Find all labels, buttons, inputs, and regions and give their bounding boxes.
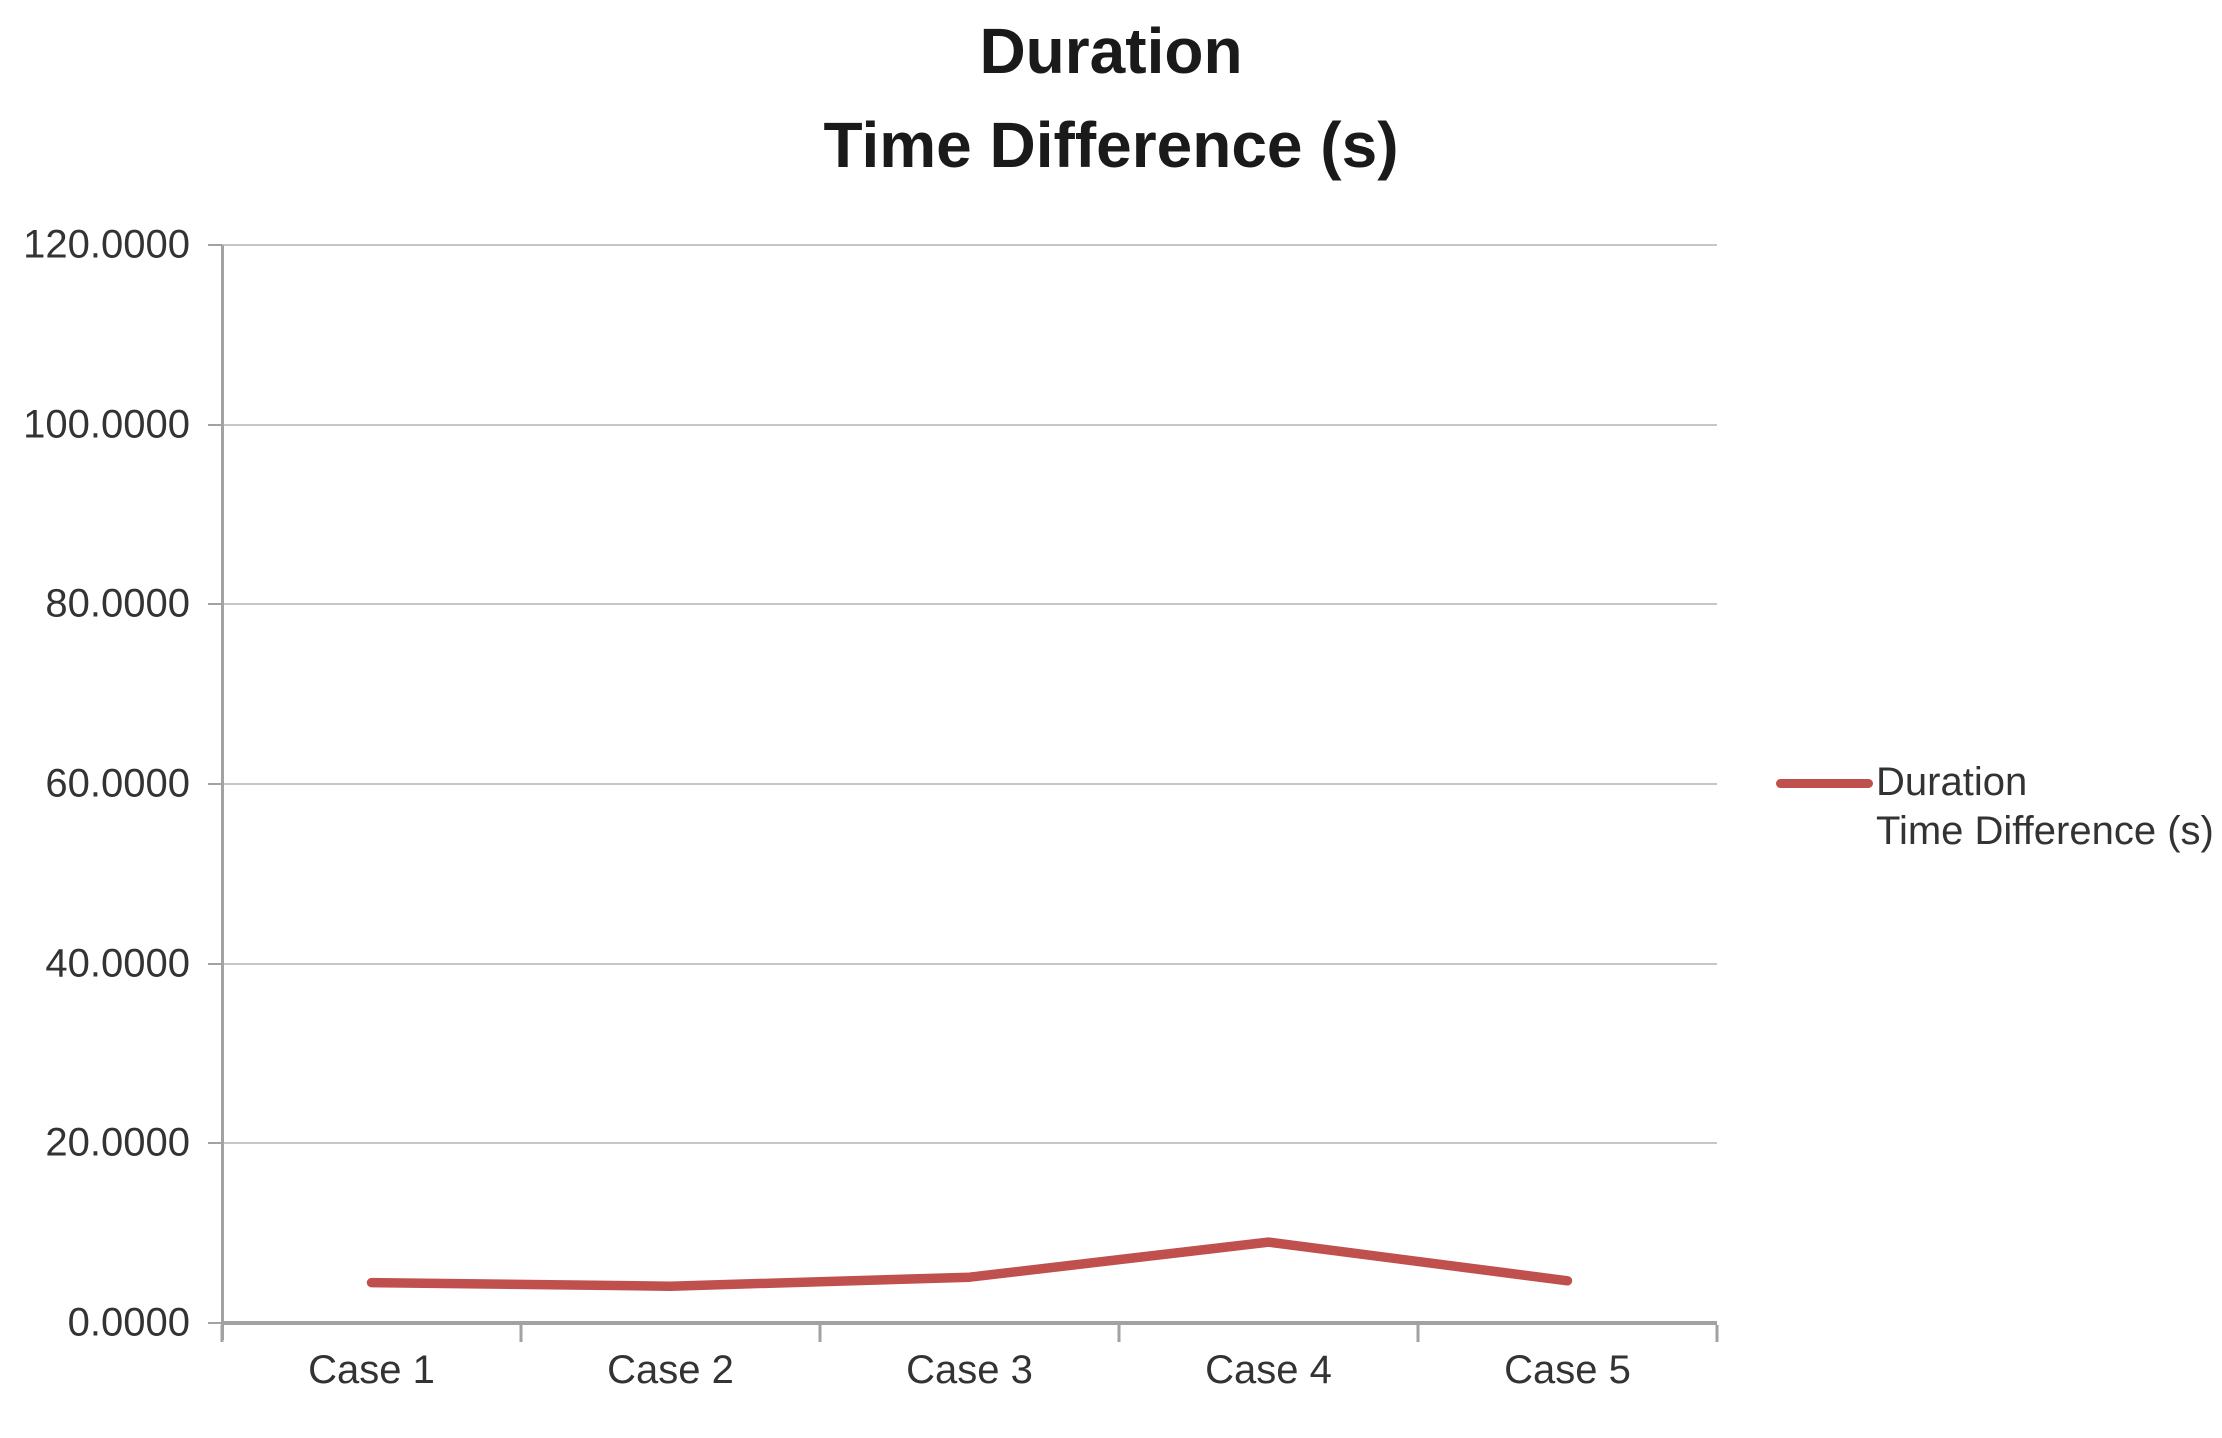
x-tick-4 [1416,1325,1420,1342]
x-axis-label-2: Case 2 [607,1348,734,1392]
legend-label-line-2: Time Difference (s) [1876,809,2214,853]
gridline-y-120 [222,244,1717,246]
gridline-y-100 [222,423,1717,426]
y-tick-100 [208,423,222,426]
duration-series-line [366,1237,1573,1291]
legend-line-marker-icon [1776,779,1873,788]
y-tick-0 [208,1322,222,1324]
gridline-y-20 [222,1142,1717,1145]
y-axis-label-60: 60.0000 [45,761,190,806]
gridline-y-80 [222,603,1717,606]
x-tick-3 [1117,1325,1121,1342]
x-tick-2 [818,1325,822,1342]
y-axis-label-100: 100.0000 [23,402,190,447]
y-tick-60 [208,783,222,785]
chart-title: Duration Time Difference (s) [0,4,2222,192]
chart-title-line-2: Time Difference (s) [823,109,1399,181]
chart-title-line-1: Duration [979,15,1243,87]
y-axis-line [221,245,224,1340]
y-tick-20 [208,1142,222,1145]
y-axis-label-20: 20.0000 [45,1120,190,1165]
y-tick-120 [208,244,222,246]
y-axis-label-80: 80.0000 [45,581,190,626]
y-axis-tick-labels: 120.0000 100.0000 80.0000 60.0000 40.0000 20.… [0,223,196,1345]
x-axis-line [222,1321,1717,1325]
data-line-svg [366,1237,1573,1291]
legend-label: Duration Time Difference (s) [1876,758,2214,856]
y-tick-80 [208,603,222,606]
gridline-y-60 [222,783,1717,785]
x-tick-5 [1715,1325,1719,1342]
y-tick-40 [208,962,222,965]
x-axis-label-3: Case 3 [906,1348,1033,1392]
x-axis-label-4: Case 4 [1205,1348,1332,1392]
x-axis-label-5: Case 5 [1504,1348,1631,1392]
y-axis-label-40: 40.0000 [45,941,190,986]
legend: Duration Time Difference (s) [1776,758,2214,856]
plot-area [208,244,1719,1342]
x-axis-labels: Case 1 Case 2 Case 3 Case 4 Case 5 [222,1348,1717,1408]
x-tick-1 [519,1325,523,1342]
gridline-y-40 [222,962,1717,965]
y-axis-label-0: 0.0000 [67,1300,190,1345]
legend-label-line-1: Duration [1876,760,2028,804]
y-axis-label-120: 120.0000 [23,222,190,267]
x-axis-label-1: Case 1 [308,1348,435,1392]
